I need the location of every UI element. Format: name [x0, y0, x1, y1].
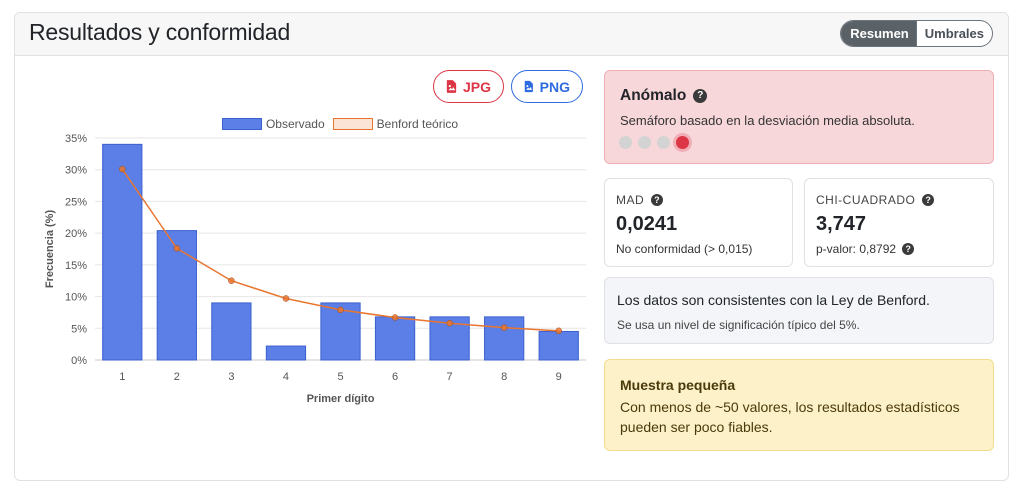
legend-label-benford: Benford teórico	[376, 117, 459, 131]
status-dot-active	[676, 136, 689, 149]
x-tick-label: 3	[228, 371, 234, 383]
card-header: Resultados y conformidad Resumen Umbrale…	[15, 13, 1008, 56]
benford-point	[228, 277, 235, 284]
y-tick-label: 5%	[71, 323, 87, 335]
view-toggle: Resumen Umbrales	[840, 20, 993, 47]
mad-card: MAD ? 0,0241 No conformidad (> 0,015)	[604, 178, 793, 267]
help-icon[interactable]: ?	[693, 89, 708, 103]
help-icon[interactable]: ?	[651, 194, 664, 206]
status-dot	[619, 136, 632, 149]
benford-point	[391, 314, 399, 321]
x-tick-label: 9	[556, 371, 562, 383]
y-tick-label: 25%	[65, 196, 87, 208]
bar	[538, 330, 579, 361]
benford-point	[119, 165, 126, 173]
status-dot	[638, 136, 651, 149]
y-tick-label: 20%	[65, 228, 87, 240]
y-axis-label: Frecuencia (%)	[44, 210, 56, 289]
conclusion-panel: Los datos son consistentes con la Ley de…	[604, 277, 994, 344]
chi-value: 3,747	[816, 213, 867, 235]
mad-value: 0,0241	[616, 213, 678, 235]
export-png-button[interactable]: PNG	[511, 70, 583, 103]
bar	[156, 230, 197, 361]
chi-sub: p-valor: 0,8792 ?	[816, 242, 915, 256]
help-icon[interactable]: ?	[922, 194, 935, 206]
x-tick-label: 7	[447, 371, 453, 383]
image-file-icon	[524, 80, 533, 93]
conclusion-main: Los datos son consistentes con la Ley de…	[617, 292, 930, 308]
x-tick-label: 1	[119, 371, 125, 383]
x-tick-label: 8	[501, 371, 507, 383]
benford-point	[173, 245, 181, 252]
image-file-icon	[446, 80, 457, 93]
tab-umbrales[interactable]: Umbrales	[915, 21, 992, 46]
x-tick-label: 2	[174, 371, 180, 383]
page-title: Resultados y conformidad	[29, 19, 291, 45]
benford-chart: 0% 5% 10% 15% 20% 25% 30% 35% 1 2 3 4 5 6 7 8 9 Primer dí…	[44, 133, 586, 405]
status-dot	[657, 136, 670, 149]
bar	[102, 143, 143, 361]
chi-label: CHI-CUADRADO ?	[816, 193, 935, 207]
status-description: Semáforo basado en la desviación media a…	[620, 113, 915, 128]
status-title-text: Anómalo	[620, 87, 687, 104]
y-tick-label: 35%	[65, 133, 87, 145]
status-panel: Anómalo ? Semáforo basado en la desviaci…	[604, 70, 994, 164]
benford-point	[500, 324, 508, 331]
export-jpg-label: JPG	[462, 78, 491, 95]
bar	[211, 302, 252, 361]
chart-legend: Observado Benford teórico	[15, 117, 665, 131]
legend-swatch-bar	[221, 118, 262, 130]
y-tick-label: 10%	[65, 292, 87, 304]
bar	[484, 316, 525, 361]
bar	[374, 316, 416, 361]
x-tick-label: 4	[283, 371, 289, 383]
x-axis-label: Primer dígito	[307, 393, 375, 405]
traffic-light	[619, 136, 689, 149]
conclusion-sub: Se usa un nivel de significación típico …	[617, 318, 860, 332]
warning-body: Con menos de ~50 valores, los resultados…	[620, 399, 960, 435]
tab-resumen[interactable]: Resumen	[841, 21, 916, 46]
warning-panel: Muestra pequeña Con menos de ~50 valores…	[604, 359, 994, 451]
benford-point	[282, 295, 290, 302]
legend-label-observado: Observado	[265, 117, 325, 131]
results-card: Resultados y conformidad Resumen Umbrale…	[14, 12, 1009, 481]
legend-swatch-line	[332, 118, 373, 130]
x-tick-label: 6	[392, 371, 398, 383]
benford-point	[446, 319, 453, 327]
p-value-text: p-valor: 0,8792	[816, 242, 897, 256]
y-tick-label: 15%	[65, 260, 87, 272]
benford-point	[337, 306, 344, 314]
mad-label: MAD ?	[616, 193, 664, 207]
legend-item-observado[interactable]: Observado	[221, 117, 325, 131]
y-tick-label: 0%	[71, 355, 87, 367]
chi-label-text: CHI-CUADRADO	[816, 193, 916, 207]
status-title: Anómalo ?	[620, 87, 708, 105]
mad-sub: No conformidad (> 0,015)	[616, 242, 753, 256]
help-icon[interactable]: ?	[902, 243, 915, 255]
export-jpg-button[interactable]: JPG	[433, 70, 504, 103]
x-tick-label: 5	[337, 371, 343, 383]
chi-card: CHI-CUADRADO ? 3,747 p-valor: 0,8792 ?	[804, 178, 994, 267]
mad-label-text: MAD	[616, 193, 645, 207]
legend-item-benford[interactable]: Benford teórico	[332, 117, 459, 131]
y-tick-label: 30%	[65, 165, 87, 177]
warning-title: Muestra pequeña	[620, 377, 736, 393]
benford-point	[555, 327, 562, 335]
bar	[265, 345, 307, 361]
export-png-label: PNG	[539, 78, 570, 95]
